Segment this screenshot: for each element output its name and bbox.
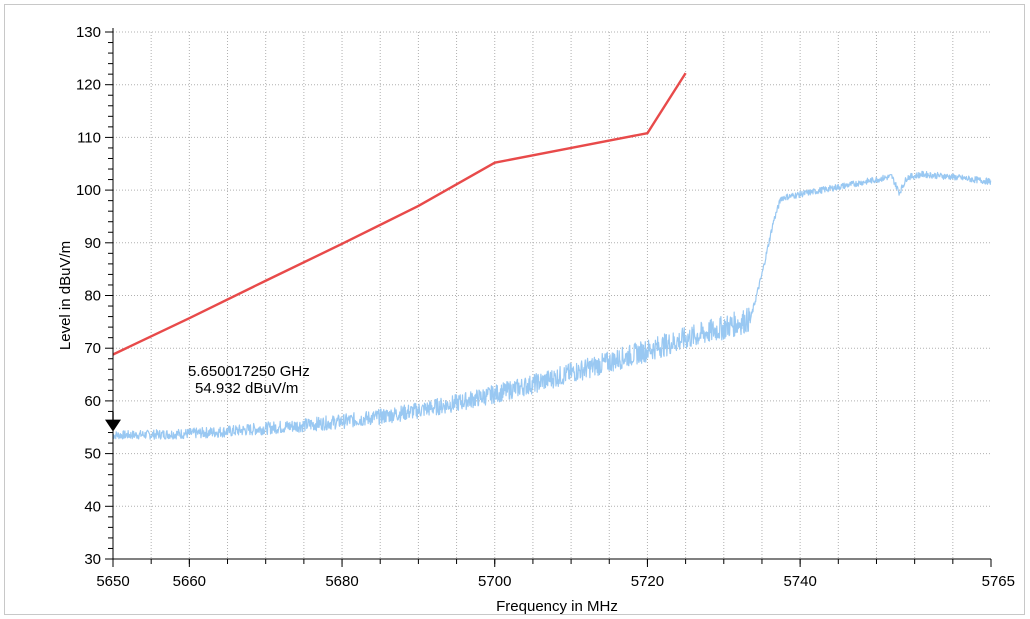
marker-level-label: 54.932 dBuV/m — [195, 380, 298, 397]
grid — [113, 31, 991, 559]
y-tick-label: 90 — [84, 235, 101, 252]
y-tick-label: 120 — [76, 77, 101, 94]
y-tick-label: 130 — [76, 24, 101, 41]
y-tick-label: 60 — [84, 393, 101, 410]
y-tick-label: 80 — [84, 288, 101, 305]
x-tick-label: 5650 — [96, 573, 129, 590]
series-layer — [112, 72, 992, 440]
x-tick-label: 5680 — [325, 573, 358, 590]
marker-triangle-icon — [105, 419, 121, 432]
x-tick-label: 5700 — [478, 573, 511, 590]
x-tick-label: 5720 — [631, 573, 664, 590]
y-tick-label: 100 — [76, 182, 101, 199]
marker: 5.650017250 GHz 54.932 dBuV/m — [105, 363, 310, 432]
measurement-trace — [112, 170, 992, 440]
y-tick-label: 40 — [84, 498, 101, 515]
limit-line — [112, 72, 687, 356]
x-axis-title: Frequency in MHz — [496, 598, 618, 615]
y-tick-label: 110 — [77, 129, 101, 146]
marker-frequency-label: 5.650017250 GHz — [188, 363, 310, 380]
axes: 30 40 50 60 70 80 90 100 110 120 130 5650 5660 5680 57… — [76, 24, 1015, 590]
y-tick-label: 50 — [84, 446, 101, 463]
x-tick-label: 5740 — [783, 573, 816, 590]
x-tick-label: 5660 — [173, 573, 206, 590]
y-tick-label: 30 — [84, 551, 101, 568]
y-tick-label: 70 — [84, 340, 101, 357]
chart-frame — [4, 4, 1025, 615]
y-axis-title: Level in dBuV/m — [57, 241, 74, 350]
x-tick-label: 5765 — [982, 573, 1015, 590]
